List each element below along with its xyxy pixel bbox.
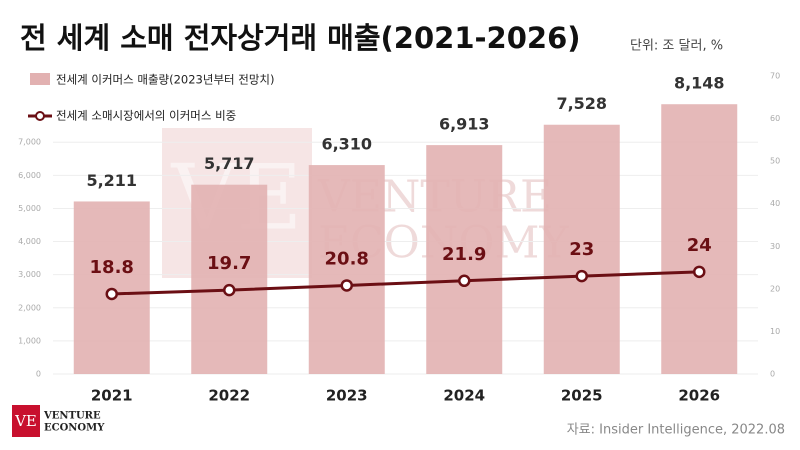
y-tick-label: 6,000 [18, 171, 41, 180]
bar-value-label: 7,528 [556, 94, 607, 113]
bar [661, 104, 738, 374]
line [111, 270, 700, 296]
logo-text: ECONOMY [44, 423, 105, 434]
bar-value-label: 5,717 [204, 154, 255, 173]
y-tick-label: 7,000 [18, 138, 41, 147]
y2-tick-label: 30 [770, 242, 780, 251]
line-marker [693, 265, 706, 279]
bar [426, 145, 503, 374]
y2-tick-label: 40 [770, 199, 780, 208]
bar-value-label: 5,211 [86, 171, 137, 190]
bar-value-label: 6,310 [321, 135, 372, 154]
legend-swatch [30, 73, 50, 85]
line-value-label: 24 [687, 235, 712, 256]
legend-marker [35, 111, 45, 121]
x-tick-label: 2026 [678, 387, 720, 405]
y2-tick-label: 0 [770, 370, 775, 379]
logo-mark: VE [14, 412, 37, 430]
bar [308, 165, 385, 374]
y2-tick-label: 50 [770, 157, 780, 166]
y2-tick-label: 20 [770, 284, 780, 293]
line-value-label: 18.8 [90, 257, 134, 278]
y-tick-label: 2,000 [18, 303, 41, 312]
logo-text: VENTURE [43, 411, 101, 422]
x-tick-label: 2023 [326, 387, 368, 405]
chart-subtitle: 단위: 조 달러, % [630, 39, 723, 54]
bar [543, 124, 620, 374]
line-marker [340, 279, 353, 292]
legend-label: 전세계 이커머스 매출량(2023년부터 전망치) [56, 73, 275, 87]
chart-title: 전 세계 소매 전자상거래 매출(2021-2026) [20, 21, 581, 55]
y-tick-label: 3,000 [18, 270, 41, 279]
logo-box [12, 405, 40, 437]
line-value-label: 20.8 [325, 248, 369, 269]
x-tick-label: 2024 [443, 387, 485, 405]
x-tick-label: 2021 [91, 387, 133, 405]
y2-tick-label: 10 [770, 327, 780, 336]
bar-value-label: 8,148 [674, 74, 725, 93]
line-value-label: 23 [569, 239, 594, 260]
y-tick-label: 0 [36, 370, 41, 379]
legend-label: 전세계 소매시장에서의 이커머스 비중 [56, 109, 236, 123]
line-marker [458, 274, 471, 288]
source: 자료: Insider Intelligence, 2022.08 [567, 423, 785, 438]
line-marker [105, 287, 118, 301]
x-tick-label: 2025 [561, 387, 603, 405]
bar [191, 184, 268, 374]
bar-value-label: 6,913 [439, 115, 490, 134]
x-tick-label: 2022 [208, 387, 250, 405]
line-marker [223, 283, 236, 297]
line-value-label: 21.9 [442, 244, 486, 265]
y-tick-label: 5,000 [18, 204, 41, 213]
y-tick-label: 1,000 [18, 336, 41, 345]
y2-tick-label: 70 [770, 72, 780, 81]
y2-tick-label: 60 [770, 114, 780, 123]
line-marker [575, 269, 588, 283]
line-value-label: 19.7 [207, 253, 251, 274]
y-tick-label: 4,000 [18, 237, 41, 246]
